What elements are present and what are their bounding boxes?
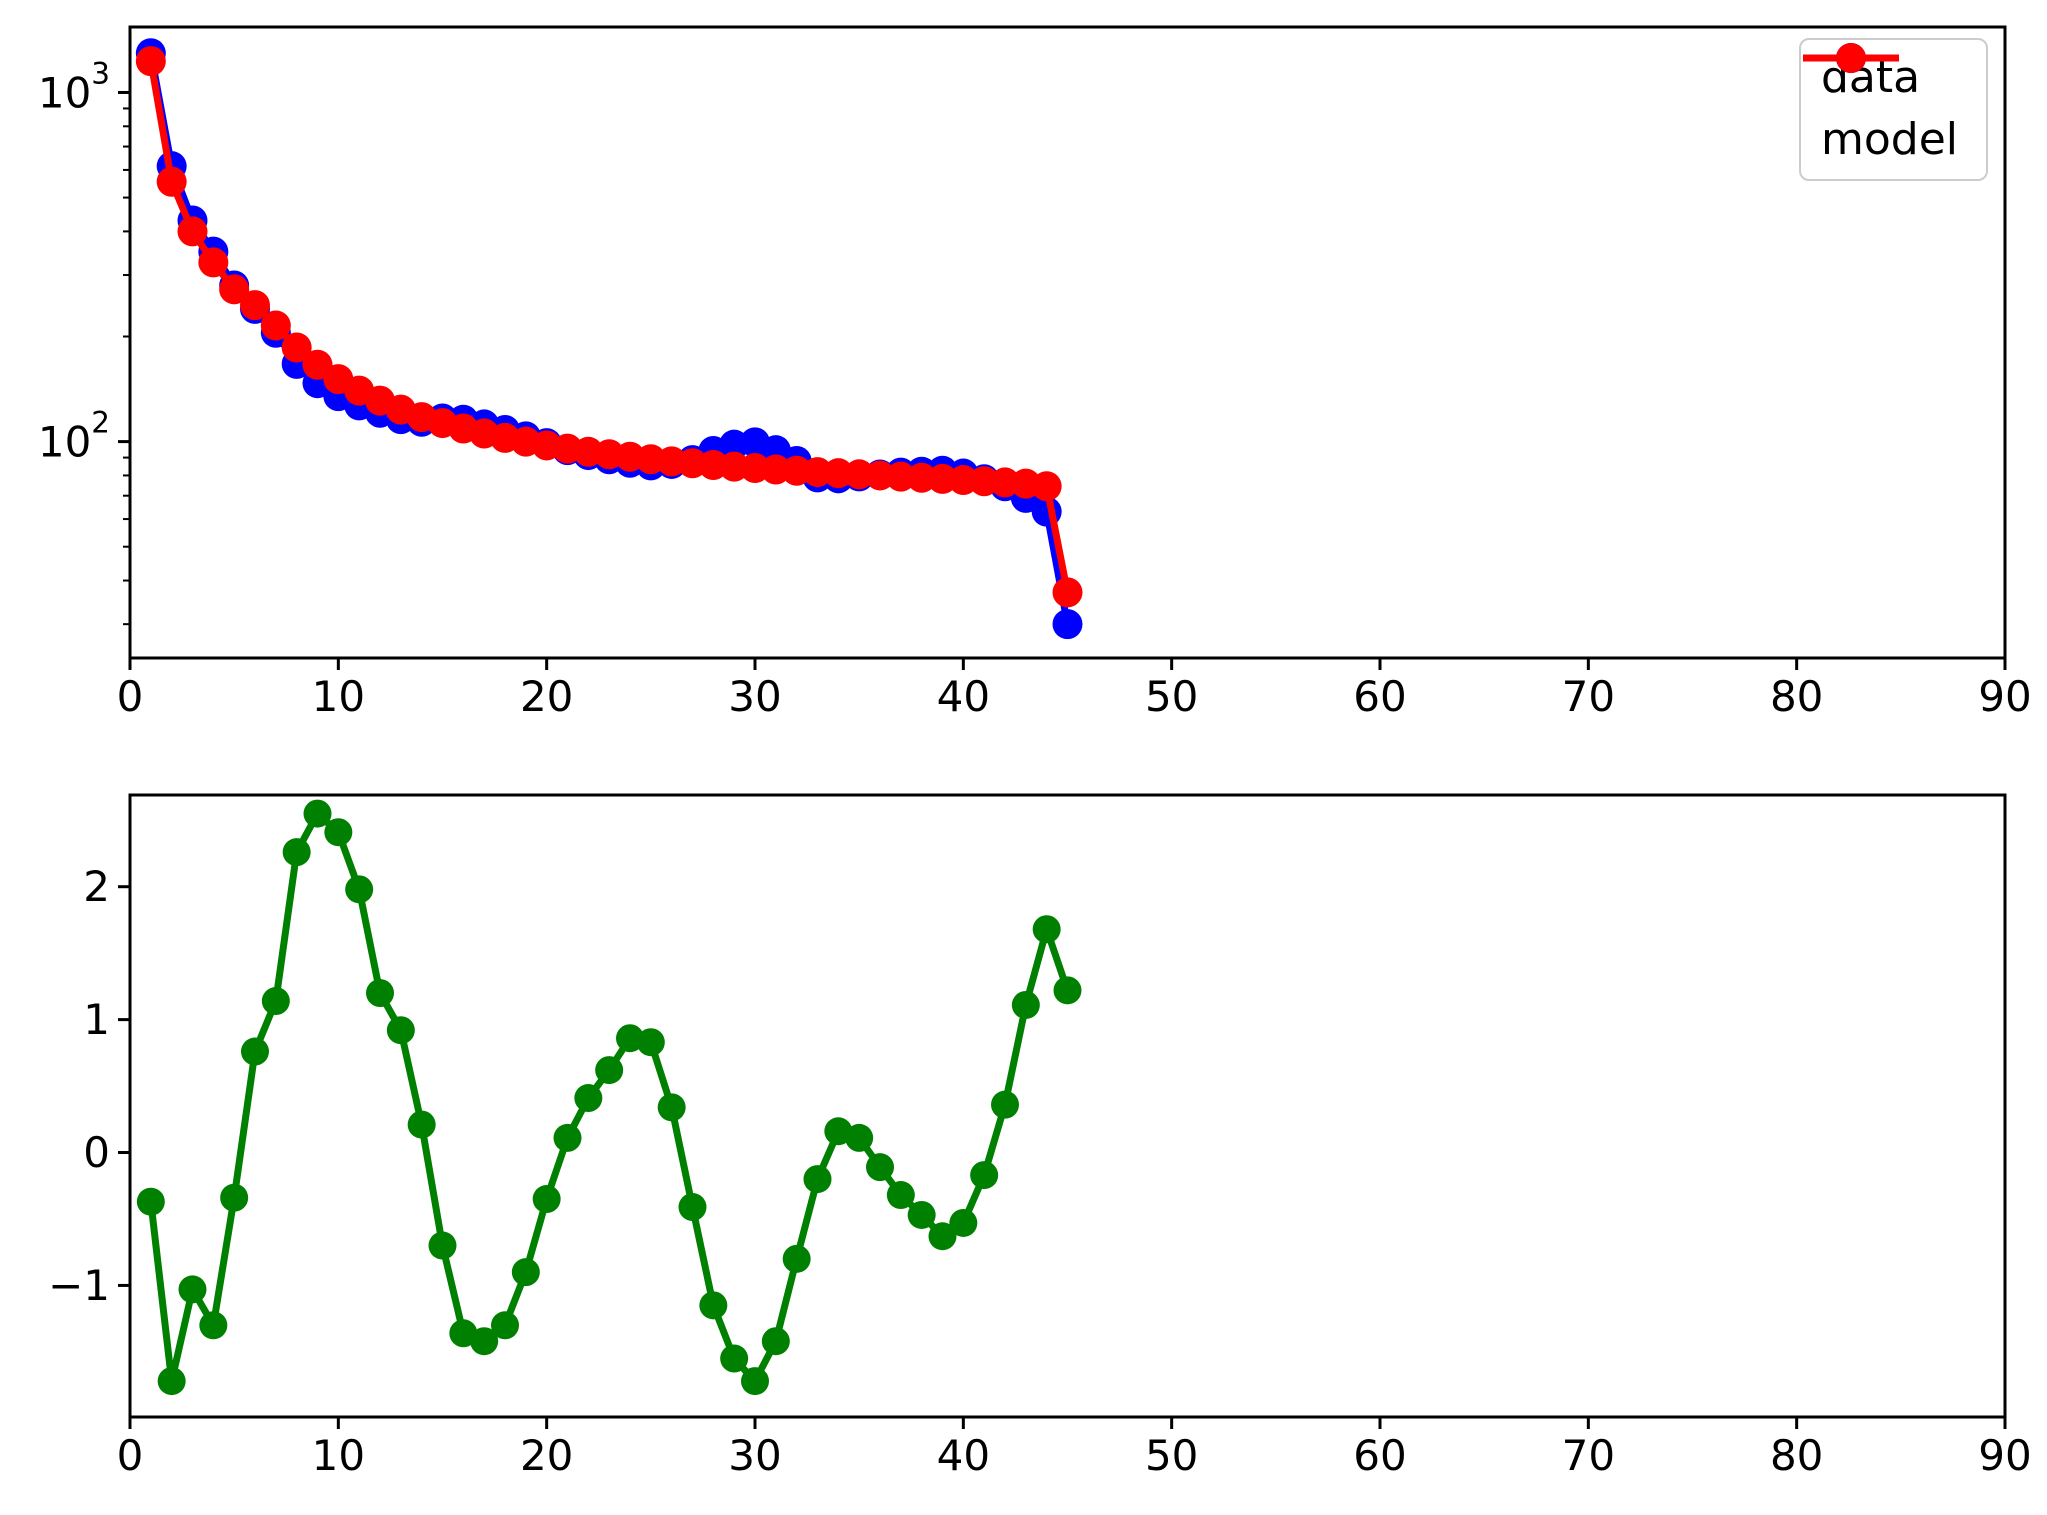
legend[interactable]: data model: [1798, 38, 1988, 181]
plot2-point-residuals[interactable]: [1011, 990, 1040, 1019]
plot2-point-residuals[interactable]: [1032, 915, 1061, 944]
plot2-xtick-label: 70: [1562, 1431, 1615, 1480]
plot1-xtick-label: 70: [1562, 672, 1615, 721]
plot2-point-residuals[interactable]: [157, 1367, 186, 1396]
plot1-xtick-label: 40: [937, 672, 990, 721]
plot2-point-residuals[interactable]: [511, 1258, 540, 1287]
plot2-point-residuals[interactable]: [761, 1327, 790, 1356]
plot1-point-model[interactable]: [177, 216, 208, 247]
plot1-point-model[interactable]: [1052, 577, 1083, 608]
plot1-point-model[interactable]: [156, 166, 187, 197]
plot1-xtick-label: 60: [1353, 672, 1406, 721]
plot1-point-model[interactable]: [135, 46, 166, 77]
plot1-xtick-label: 30: [728, 672, 781, 721]
plot2-point-residuals[interactable]: [386, 1016, 415, 1045]
plot2-point-residuals[interactable]: [491, 1311, 519, 1340]
plot1-xtick-label: 10: [312, 672, 365, 721]
plot1-xtick-label: 80: [1770, 672, 1823, 721]
plot2-ytick-label: −1: [48, 1261, 110, 1310]
plot1-point-model[interactable]: [198, 247, 229, 278]
plot2-xtick-label: 40: [937, 1431, 990, 1480]
plot1-ytick-label: 103: [38, 57, 110, 117]
plot2-point-residuals[interactable]: [636, 1028, 665, 1057]
plot1-point-model[interactable]: [240, 290, 270, 321]
plot1-point-data[interactable]: [1052, 609, 1083, 640]
plot1-point-model[interactable]: [219, 274, 250, 305]
plot2-xtick-label: 80: [1770, 1431, 1823, 1480]
plot2-point-residuals[interactable]: [678, 1193, 707, 1222]
plot2-point-residuals[interactable]: [261, 987, 290, 1016]
plot2-point-residuals[interactable]: [782, 1244, 811, 1273]
plot1-spines: [128, 25, 2007, 660]
plot2-point-residuals[interactable]: [907, 1200, 936, 1229]
plot2-point-residuals[interactable]: [532, 1185, 561, 1214]
plot2-point-residuals[interactable]: [428, 1231, 457, 1260]
plot2-point-residuals[interactable]: [178, 1275, 207, 1304]
plot1-point-model[interactable]: [1031, 471, 1062, 502]
plot2-point-residuals[interactable]: [845, 1123, 874, 1152]
plot2-point-residuals[interactable]: [345, 875, 374, 904]
plot2-point-residuals[interactable]: [220, 1183, 249, 1212]
plot2-point-residuals[interactable]: [303, 799, 332, 828]
plot2-point-residuals[interactable]: [866, 1153, 894, 1182]
plot2-xtick-label: 50: [1145, 1431, 1198, 1480]
plot2-point-residuals[interactable]: [741, 1367, 769, 1396]
plot2-point-residuals[interactable]: [595, 1056, 624, 1085]
plot2-point-residuals[interactable]: [970, 1161, 999, 1190]
plot2-line-residuals: [147, 810, 1071, 1385]
plot2-point-residuals[interactable]: [949, 1208, 978, 1237]
legend-label-model: model: [1820, 114, 1958, 166]
plot2-point-residuals[interactable]: [928, 1222, 957, 1251]
plot2-xtick-label: 0: [117, 1431, 144, 1480]
plot2-xtick-label: 10: [312, 1431, 365, 1480]
plot2-point-residuals[interactable]: [199, 1311, 228, 1340]
plot2-point-residuals[interactable]: [282, 838, 311, 867]
plot2-xtick-label: 30: [728, 1431, 781, 1480]
plot2-point-residuals[interactable]: [886, 1181, 915, 1210]
plot1-xtick-label: 20: [520, 672, 573, 721]
plot2-point-residuals[interactable]: [616, 1024, 644, 1053]
plot2-point-residuals[interactable]: [241, 1037, 269, 1066]
plot2-point-residuals[interactable]: [803, 1165, 832, 1194]
plot2-xtick-label: 20: [520, 1431, 573, 1480]
plot2-point-residuals[interactable]: [991, 1090, 1019, 1119]
plot2-point-residuals[interactable]: [470, 1327, 499, 1356]
plot1-xtick-label: 50: [1145, 672, 1198, 721]
plot2-spines: [128, 793, 2007, 1419]
plot1-xtick-label: 0: [117, 672, 144, 721]
plot2-point-residuals[interactable]: [720, 1344, 749, 1373]
plot1-point-model[interactable]: [260, 310, 291, 341]
plot2-point-residuals[interactable]: [136, 1187, 165, 1216]
plot2-point-residuals[interactable]: [699, 1291, 728, 1320]
plot2-point-residuals[interactable]: [407, 1110, 436, 1139]
plot1-ytick-label: 102: [38, 406, 110, 466]
plot2-ytick-label: 0: [83, 1128, 110, 1177]
plot2-point-residuals[interactable]: [1053, 976, 1082, 1005]
plot2-point-residuals[interactable]: [553, 1123, 582, 1152]
plot2-ytick-label: 2: [83, 862, 110, 911]
plot2-ytick-label: 1: [83, 995, 110, 1044]
legend-marker-model-icon: [1802, 43, 1899, 73]
plot2-point-residuals[interactable]: [657, 1093, 686, 1122]
legend-entry-model[interactable]: model: [1802, 43, 1958, 166]
plot2-point-residuals[interactable]: [324, 818, 353, 847]
plot1-point-model[interactable]: [281, 332, 312, 363]
legend-circle-model: [1835, 43, 1866, 73]
plot2-xtick-label: 60: [1353, 1431, 1406, 1480]
plot2-point-residuals[interactable]: [366, 979, 394, 1008]
plot2-point-residuals[interactable]: [574, 1084, 603, 1113]
plot1-xtick-label: 90: [1978, 672, 2031, 721]
plot2-xtick-label: 90: [1978, 1431, 2031, 1480]
